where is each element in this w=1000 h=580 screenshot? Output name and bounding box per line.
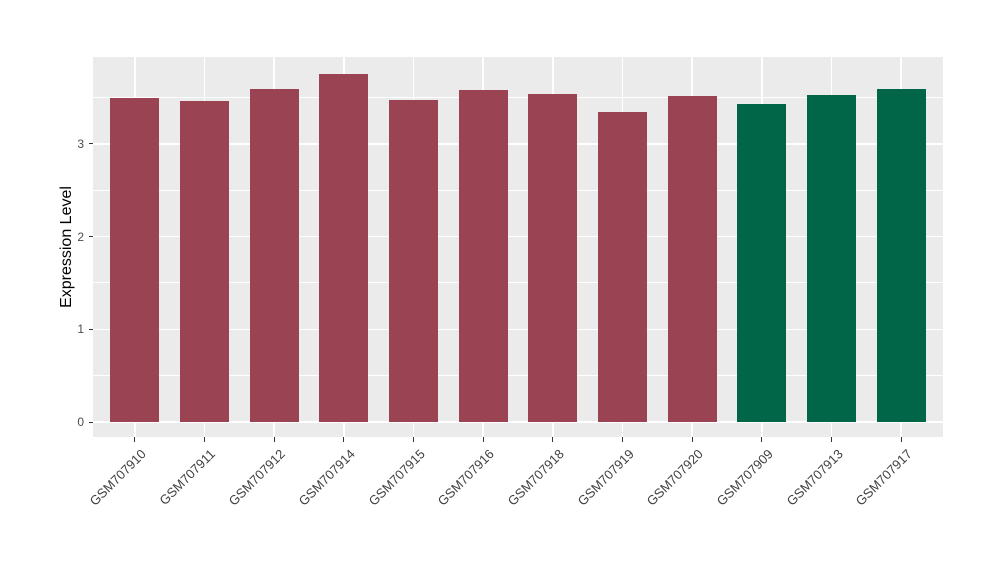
y-axis-title: Expression Level xyxy=(58,186,75,308)
x-tick-mark xyxy=(761,437,763,442)
y-tick-mark xyxy=(88,143,93,145)
bar-GSM707915 xyxy=(389,100,438,422)
x-tick-mark xyxy=(831,437,833,442)
bar-GSM707911 xyxy=(180,101,229,422)
minor-gridline xyxy=(93,189,943,191)
bar-GSM707913 xyxy=(807,94,856,422)
y-tick-label: 3 xyxy=(77,136,84,151)
y-tick-label: 1 xyxy=(77,322,84,337)
x-tick-mark xyxy=(412,437,414,442)
x-tick-mark xyxy=(134,437,136,442)
x-tick-label: GSM707913 xyxy=(783,446,846,509)
x-tick-mark xyxy=(552,437,554,442)
x-tick-mark xyxy=(273,437,275,442)
major-gridline xyxy=(93,143,943,145)
minor-gridline xyxy=(93,375,943,377)
x-tick-label: GSM707916 xyxy=(434,446,498,509)
x-tick-label: GSM707912 xyxy=(225,446,289,509)
x-tick-mark xyxy=(482,437,484,442)
x-tick-mark xyxy=(900,437,902,442)
major-gridline xyxy=(93,235,943,238)
x-tick-label: GSM707917 xyxy=(852,446,916,509)
bar-GSM707916 xyxy=(458,90,508,422)
bar-GSM707914 xyxy=(319,74,369,422)
bar-GSM707918 xyxy=(528,93,578,422)
x-tick-mark xyxy=(622,437,623,442)
bar-GSM707919 xyxy=(598,112,647,422)
bar-GSM707917 xyxy=(876,89,926,422)
minor-gridline xyxy=(93,97,943,99)
x-tick-label: GSM707918 xyxy=(504,446,567,509)
x-tick-label: GSM707919 xyxy=(574,446,637,509)
x-tick-label: GSM707911 xyxy=(156,446,219,508)
x-tick-label: GSM707914 xyxy=(295,446,358,509)
major-gridline xyxy=(93,328,943,331)
x-tick-label: GSM707909 xyxy=(713,446,776,509)
bar-GSM707912 xyxy=(249,89,299,422)
y-tick-mark xyxy=(88,421,93,423)
y-tick-mark xyxy=(88,328,93,330)
x-tick-mark xyxy=(343,437,345,442)
bar-GSM707910 xyxy=(110,97,160,422)
bar-GSM707920 xyxy=(667,95,717,422)
major-gridline xyxy=(93,421,943,423)
x-tick-label: GSM707920 xyxy=(643,446,707,509)
x-tick-label: GSM707915 xyxy=(365,446,428,509)
x-tick-mark xyxy=(203,437,205,442)
minor-gridline xyxy=(93,282,943,284)
plot-panel xyxy=(93,57,943,437)
x-tick-label: GSM707910 xyxy=(86,446,149,509)
y-tick-mark xyxy=(88,236,93,238)
x-tick-mark xyxy=(691,437,693,442)
y-tick-label: 0 xyxy=(77,415,84,429)
y-tick-label: 2 xyxy=(77,229,84,244)
bar-GSM707909 xyxy=(737,104,787,422)
